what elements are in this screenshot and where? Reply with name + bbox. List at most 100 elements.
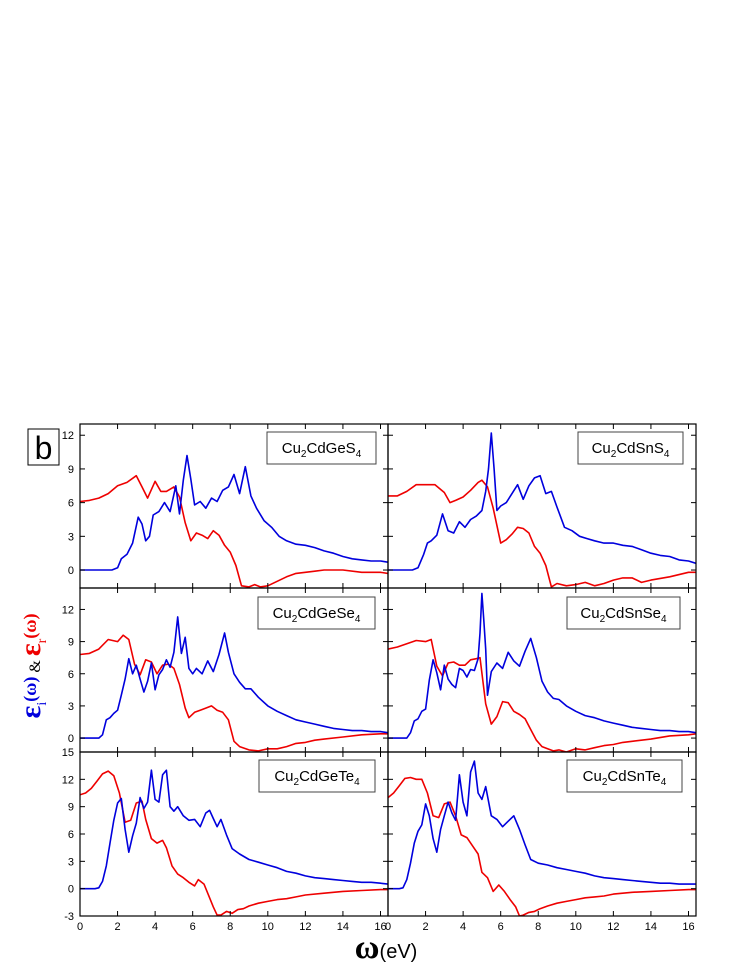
compound-label: Cu2CdGeTe4 [274,768,360,788]
y-tick-label: 0 [68,733,74,745]
x-tick-label: 10 [262,921,274,933]
series-eps-r-panel-4 [388,638,696,752]
compound-label-box [577,431,684,465]
series-eps-r-panel-5 [80,770,388,916]
panel-3: 0 3 6 9 12 Cu2CdGeSe4 [62,587,389,753]
x-tick-label: 8 [535,921,541,933]
compound-label-text: CdGeSe [297,605,355,622]
y-tick-label: 6 [68,498,74,510]
compound-label-subscript: 2 [292,614,298,625]
y-tick-label: 12 [62,430,74,442]
compound-label-text: CdSnSe [605,605,661,622]
x-tick-label: 0 [77,921,83,933]
x-tick-label: 2 [422,921,428,933]
compound-label-text: CdSnS [616,440,664,457]
x-tick-label: 14 [337,921,349,933]
compound-label-subscript: 4 [661,777,667,788]
series-eps-r-panel-3 [80,634,388,752]
y-tick-label: 0 [68,565,74,577]
series-eps-i-panel-5 [80,769,388,890]
x-tick-label: 14 [645,921,657,933]
y-tick-label: -3 [64,911,74,923]
x-tick-label: 6 [498,921,504,933]
x-tick-label: 4 [152,921,158,933]
compound-label-subscript: 2 [611,449,617,460]
svg-text:ω(eV): ω(eV) [355,929,418,966]
y-label-amp: & [27,660,44,673]
compound-label-text: CdGeTe [299,768,354,785]
y-label-sub-r: r [35,638,50,643]
compound-label: Cu2CdSnSe4 [580,605,667,625]
y-label-omega-r: (ω) [20,614,41,639]
y-label-eps-r: ε [14,643,47,656]
x-tick-label: 16 [682,921,694,933]
x-label-omega: ω [355,929,380,966]
compound-label-text: Cu [580,605,599,622]
compound-label-text: Cu [583,768,602,785]
compound-label: Cu2CdGeS4 [282,440,362,460]
x-axis-label: ω(eV) [355,929,418,966]
compound-label-subscript: 2 [600,614,606,625]
x-tick-label: 6 [190,921,196,933]
y-label-sub-i: i [35,702,50,706]
compound-label-text: CdSnTe [607,768,660,785]
panel-1: 0 3 6 9 12 Cu2CdGeS4 [62,423,389,589]
x-tick-label: 8 [227,921,233,933]
compound-label: Cu2CdGeSe4 [273,605,361,625]
y-tick-label: 12 [62,774,74,786]
y-tick-label: 15 [62,747,74,759]
compound-label-text: Cu [282,440,301,457]
series-eps-i-panel-6 [388,760,696,890]
compound-label-text: Cu [274,768,293,785]
y-tick-label: 9 [68,464,74,476]
panel-4: Cu2CdSnSe4 [387,587,697,753]
series-eps-r-panel-6 [388,776,696,916]
x-tick-label: 4 [460,921,466,933]
x-label-unit: (eV) [380,941,418,963]
series-eps-i-panel-3 [80,616,388,739]
svg-text:εi(ω)&εr(ω): εi(ω)&εr(ω) [14,614,50,719]
y-tick-label: 6 [68,669,74,681]
compound-label-text: Cu [592,440,611,457]
compound-label: Cu2CdSnTe4 [583,768,667,788]
x-tick-label: 2 [114,921,120,933]
compound-label: Cu2CdSnS4 [592,440,670,460]
compound-label-subscript: 4 [664,449,670,460]
compound-label-box [257,596,376,630]
compound-label-subscript: 4 [356,449,362,460]
y-tick-label: 3 [68,701,74,713]
series-eps-r-panel-2 [388,479,696,588]
compound-label-subscript: 2 [294,777,300,788]
panel-letter-box [27,428,60,466]
y-axis-label: εi(ω)&εr(ω) [14,614,50,719]
compound-label-box [266,431,377,465]
compound-label-box [566,759,683,793]
compound-label-subscript: 4 [355,614,361,625]
series-eps-i-panel-4 [388,592,696,739]
x-tick-label: 0 [385,921,391,933]
compound-label-text: Cu [273,605,292,622]
y-tick-label: 3 [68,856,74,868]
x-tick-label: 16 [374,921,386,933]
compound-label-text: CdGeS [306,440,355,457]
series-eps-r-panel-1 [80,474,388,588]
x-tick-label: 12 [299,921,311,933]
compound-label-subscript: 4 [661,614,667,625]
y-tick-label: 3 [68,531,74,543]
series-eps-i-panel-1 [80,454,388,571]
compound-label-box [258,759,376,793]
series-eps-i-panel-2 [388,432,696,571]
compound-label-subscript: 2 [301,449,307,460]
panel-letter: b [27,428,60,466]
x-tick-label: 12 [607,921,619,933]
y-tick-label: 0 [68,884,74,896]
y-tick-label: 9 [68,802,74,814]
panel-letter-text: b [35,430,53,466]
y-tick-label: 12 [62,604,74,616]
y-label-eps-i: ε [14,705,47,718]
compound-label-subscript: 2 [602,777,608,788]
